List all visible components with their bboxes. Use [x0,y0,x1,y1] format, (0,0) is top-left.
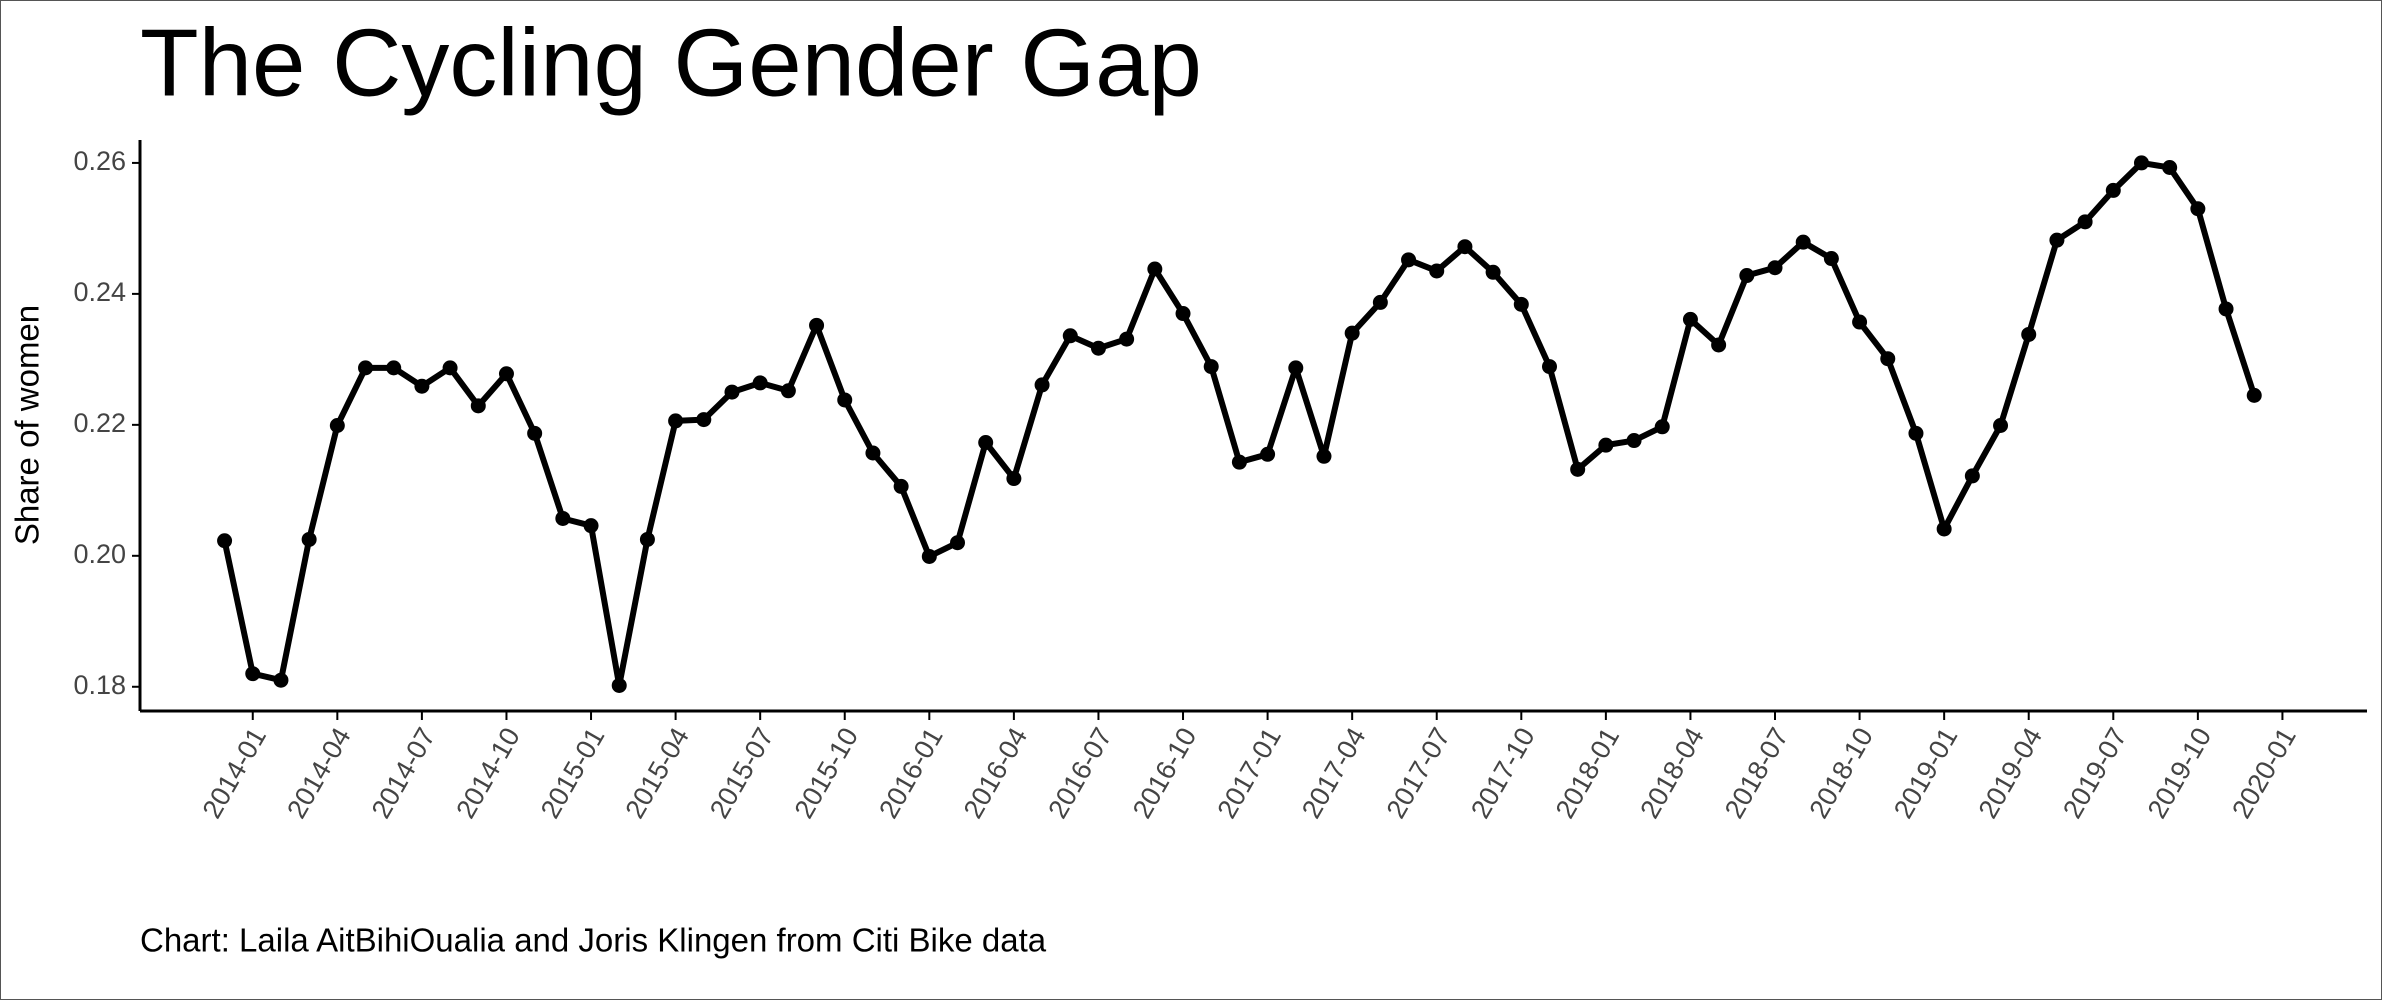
data-point [950,535,966,551]
data-point [1034,377,1050,393]
data-point [1260,446,1276,462]
data-point [1429,263,1445,279]
data-point [1993,418,2009,433]
data-point [2246,387,2262,403]
data-point [1570,461,1586,477]
data-point [639,531,655,547]
data-point [752,375,768,391]
data-point [1880,351,1896,367]
data-point [470,398,486,414]
data-point [1908,425,1924,441]
data-point [527,425,543,441]
data-point [1372,294,1388,310]
data-point [2077,214,2093,230]
data-point [2218,301,2234,317]
data-point [2049,232,2065,248]
data-point [1147,261,1163,277]
data-point [1231,454,1247,470]
data-point [386,360,402,376]
data-point [1119,331,1135,347]
data-point [1541,359,1557,375]
data-point [2162,160,2178,176]
data-point [583,518,599,534]
data-point [2021,326,2037,342]
y-tick-label: 0.24 [73,277,126,307]
data-point [1626,433,1642,449]
y-tick-label: 0.22 [73,408,126,438]
data-point [1288,360,1304,376]
data-point [414,378,430,394]
data-point [1513,296,1529,312]
data-point [245,666,261,682]
data-point [2190,201,2206,217]
data-point [1767,260,1783,276]
caption: Chart: Laila AitBihiOualia and Joris Kli… [140,922,1047,959]
data-point [1203,359,1219,375]
data-point [724,384,740,400]
data-point [978,435,994,451]
data-point [1062,328,1078,344]
data-point [893,478,909,494]
data-point [1711,337,1727,353]
data-point [1316,448,1332,464]
data-point [865,445,881,461]
data-point [1090,340,1106,356]
y-tick-label: 0.26 [73,146,126,176]
data-point [217,533,233,549]
data-point [555,510,571,526]
y-tick-label: 0.20 [73,539,126,569]
data-point [498,366,514,382]
data-point [1401,252,1417,268]
data-point [1739,268,1755,284]
data-point [1936,521,1952,537]
data-point [1852,314,1868,330]
data-point [1823,251,1839,267]
data-point [301,531,317,547]
data-point [2133,155,2149,171]
data-point [780,383,796,399]
data-point [668,413,684,429]
data-point [809,317,825,333]
data-point [442,360,458,376]
y-axis-label: Share of women [9,305,46,545]
data-point [273,672,289,688]
data-point [1964,468,1980,484]
data-point [837,392,853,408]
data-point [2105,182,2121,198]
data-point [696,412,712,428]
data-point [1485,264,1501,280]
data-point [1457,239,1473,255]
data-point [1006,471,1022,487]
data-point [921,548,937,564]
data-point [1795,234,1811,250]
data-point [1344,325,1360,341]
chart-title: The Cycling Gender Gap [140,9,1202,116]
data-point [358,360,374,376]
data-point [1175,306,1191,322]
data-point [1682,311,1698,327]
data-point [329,418,345,433]
data-point [1598,437,1614,453]
y-tick-label: 0.18 [73,670,126,700]
data-point [1654,419,1670,435]
data-point [611,677,627,693]
